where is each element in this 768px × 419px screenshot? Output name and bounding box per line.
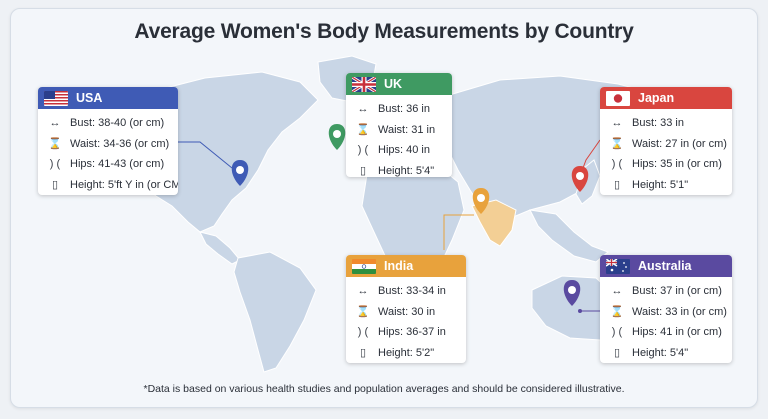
hips-parentheses-icon: ) ( (49, 158, 61, 171)
india-connector-line (443, 214, 474, 250)
uk-bust: Bust: 36 in (378, 103, 430, 116)
left-right-arrow-icon: ↔ (611, 285, 623, 298)
japan-hips: Hips: 35 in (or cm) (632, 158, 722, 171)
hourglass-icon: ⌛ (48, 138, 62, 151)
australia-bust: Bust: 37 in (or cm) (632, 285, 722, 298)
uk-pin[interactable] (328, 124, 346, 150)
india-waist: Waist: 30 in (378, 305, 436, 318)
hourglass-icon: ⌛ (610, 138, 624, 151)
ruler-icon: ▯ (613, 347, 621, 360)
japan-landmass (575, 159, 601, 205)
usa-height: Height: 5'ft Y in (or CM) (70, 178, 178, 191)
australia-pin[interactable] (563, 280, 581, 306)
japan-country-name: Japan (638, 91, 675, 105)
hips-parentheses-icon: ) ( (357, 144, 369, 157)
south-america-landmass (233, 251, 317, 373)
southeast-asia-landmass (529, 209, 609, 263)
usa-waist: Waist: 34-36 (or cm) (70, 137, 170, 150)
ruler-icon: ▯ (51, 179, 59, 192)
page-title: Average Women's Body Measurements by Cou… (134, 20, 634, 43)
japan-panel-header: Japan (600, 87, 732, 109)
ruler-icon: ▯ (613, 179, 621, 192)
australia-height: Height: 5'4" (632, 346, 689, 359)
uk-hips: Hips: 40 in (378, 144, 430, 157)
usa-flag-icon (44, 90, 68, 106)
uk-height: Height: 5'4" (378, 164, 435, 177)
uk-flag-icon (352, 76, 376, 92)
india-hips: Hips: 36-37 in (378, 326, 446, 339)
japan-bust: Bust: 33 in (632, 117, 684, 130)
left-right-arrow-icon: ↔ (49, 117, 61, 130)
hourglass-icon: ⌛ (356, 124, 370, 137)
footnote: *Data is based on various health studies… (143, 383, 625, 395)
australia-waist: Waist: 33 in (or cm) (632, 305, 727, 318)
india-pin[interactable] (472, 188, 490, 214)
usa-panel: USA ↔ Bust: 38-40 (or cm) ⌛ Waist: 34-36 (… (38, 87, 178, 195)
japan-height: Height: 5'1" (632, 178, 689, 191)
australia-panel: Australia ↔ Bust: 37 in (or cm) ⌛ Waist: 3… (600, 255, 732, 363)
australia-country-name: Australia (638, 259, 692, 273)
usa-connector-line (178, 141, 233, 169)
ruler-icon: ▯ (359, 165, 367, 177)
usa-country-name: USA (76, 91, 103, 105)
usa-bust: Bust: 38-40 (or cm) (70, 117, 165, 130)
uk-waist: Waist: 31 in (378, 123, 436, 136)
usa-panel-header: USA (38, 87, 178, 109)
australia-hips: Hips: 41 in (or cm) (632, 326, 722, 339)
uk-panel: UK ↔ Bust: 36 in ⌛ Waist: 31 in ) ( Hips: 4… (346, 73, 452, 177)
uk-country-name: UK (384, 77, 403, 91)
japan-pin[interactable] (571, 166, 589, 192)
australia-connector-dot (578, 309, 582, 313)
usa-hips: Hips: 41-43 (or cm) (70, 158, 165, 171)
india-flag-icon (352, 258, 376, 274)
hips-parentheses-icon: ) ( (611, 158, 623, 171)
hourglass-icon: ⌛ (356, 306, 370, 319)
left-right-arrow-icon: ↔ (357, 103, 369, 116)
india-bust: Bust: 33-34 in (378, 285, 446, 298)
india-height: Height: 5'2" (378, 346, 435, 359)
hips-parentheses-icon: ) ( (357, 326, 369, 339)
uk-panel-header: UK (346, 73, 452, 95)
left-right-arrow-icon: ↔ (611, 117, 623, 130)
hourglass-icon: ⌛ (610, 306, 624, 319)
usa-pin[interactable] (231, 160, 249, 186)
ruler-icon: ▯ (359, 347, 367, 360)
india-country-name: India (384, 259, 414, 273)
india-panel-header: India (346, 255, 466, 277)
australia-flag-icon (606, 258, 630, 274)
india-panel: India ↔ Bust: 33-34 in ⌛ Waist: 30 in ) ( H… (346, 255, 466, 363)
japan-panel: Japan ↔ Bust: 33 in ⌛ Waist: 27 in (or cm)… (600, 87, 732, 195)
central-america-landmass (199, 231, 241, 265)
australia-panel-header: Australia (600, 255, 732, 277)
left-right-arrow-icon: ↔ (357, 285, 369, 298)
japan-waist: Waist: 27 in (or cm) (632, 137, 727, 150)
hips-parentheses-icon: ) ( (611, 326, 623, 339)
japan-flag-icon (606, 90, 630, 106)
